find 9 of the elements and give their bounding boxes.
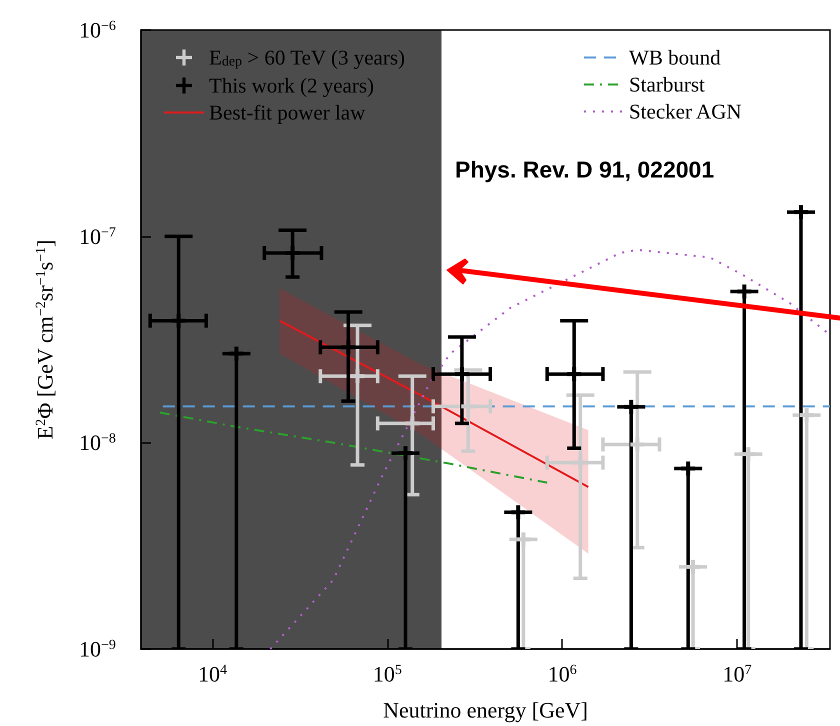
- annotation: Phys. Rev. D 91, 022001: [455, 156, 714, 182]
- legend-label: Starburst: [629, 72, 705, 96]
- legend-label: Edep > 60 TeV (3 years): [209, 46, 406, 70]
- text: E2Φ [GeV cm−2sr−1s−1]: [32, 240, 58, 440]
- x-axis-title: Neutrino energy [GeV]: [383, 698, 588, 722]
- legend-label: This work (2 years): [209, 74, 374, 98]
- legend-label: Best-fit power law: [209, 100, 366, 124]
- legend-label: WB bound: [629, 46, 722, 70]
- legend-label: Stecker AGN: [629, 100, 742, 124]
